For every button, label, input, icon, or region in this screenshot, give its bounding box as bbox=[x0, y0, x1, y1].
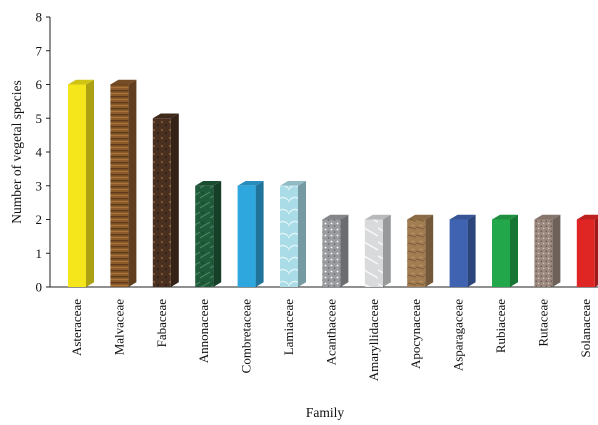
bar-top-face bbox=[449, 214, 476, 220]
bar-top-face bbox=[492, 214, 518, 220]
bar bbox=[407, 214, 434, 287]
y-tick-label: 1 bbox=[36, 246, 43, 261]
y-tick-label: 8 bbox=[36, 10, 43, 25]
category-label: Rubiaceae bbox=[493, 299, 508, 353]
bar-top-face bbox=[576, 214, 598, 220]
bar-side-face bbox=[255, 180, 264, 287]
category-label: Fabaceae bbox=[154, 299, 169, 348]
y-tick-label: 0 bbox=[36, 280, 43, 295]
bar-side-face bbox=[298, 180, 306, 287]
bar-front-face bbox=[364, 219, 383, 287]
bar-front-face bbox=[195, 185, 214, 287]
bar-top-face bbox=[407, 214, 434, 220]
y-tick-label: 4 bbox=[36, 145, 43, 160]
bar-side-face bbox=[170, 113, 179, 287]
bar bbox=[237, 180, 264, 287]
bar-front-face bbox=[152, 118, 171, 287]
x-axis-title: Family bbox=[306, 405, 345, 420]
bar-side-face bbox=[86, 79, 94, 287]
category-label: Asteraceae bbox=[69, 299, 84, 356]
bar-top-face bbox=[110, 79, 137, 85]
bar bbox=[280, 180, 306, 287]
bar-top-face bbox=[364, 214, 391, 220]
y-tick-label: 2 bbox=[36, 212, 43, 227]
bar bbox=[364, 214, 391, 287]
bar-side-face bbox=[467, 214, 476, 287]
y-tick-label: 6 bbox=[36, 77, 43, 92]
bar-front-face bbox=[576, 219, 595, 287]
category-label: Annonaceae bbox=[196, 299, 211, 363]
y-tick-label: 5 bbox=[36, 111, 43, 126]
bar bbox=[152, 113, 179, 287]
category-label: Solanaceae bbox=[578, 299, 593, 358]
bar-top-face bbox=[322, 214, 349, 220]
category-label: Acanthaceae bbox=[323, 299, 338, 366]
y-tick-label: 7 bbox=[36, 43, 43, 58]
bar bbox=[68, 79, 94, 287]
category-label: Amaryllidaceae bbox=[366, 299, 381, 382]
bar-front-face bbox=[237, 185, 256, 287]
bar-side-face bbox=[128, 79, 137, 287]
bar-top-face bbox=[534, 214, 561, 220]
bar-front-face bbox=[492, 219, 510, 287]
bar bbox=[322, 214, 349, 287]
bar-side-face bbox=[213, 180, 222, 287]
bar bbox=[110, 79, 137, 287]
category-label: Combretaceae bbox=[239, 299, 254, 374]
bar-top-face bbox=[195, 180, 222, 186]
bar-side-face bbox=[340, 214, 349, 287]
bar-side-face bbox=[425, 214, 434, 287]
category-label: Rutaceae bbox=[535, 299, 550, 347]
bar-front-face bbox=[110, 84, 129, 287]
bar-side-face bbox=[510, 214, 518, 287]
bar-front-face bbox=[322, 219, 341, 287]
category-label: Apocynaceae bbox=[408, 299, 423, 369]
category-label: Lamiaceae bbox=[281, 299, 296, 356]
bar-front-face bbox=[280, 185, 298, 287]
y-axis-title: Number of vegetal species bbox=[9, 80, 24, 224]
bar-front-face bbox=[449, 219, 468, 287]
bar-top-face bbox=[152, 113, 179, 119]
bar-side-face bbox=[594, 217, 598, 287]
bar-front-face bbox=[534, 219, 553, 287]
bar bbox=[449, 214, 476, 287]
bar-side-face bbox=[382, 214, 391, 287]
bar bbox=[576, 214, 598, 287]
y-tick-label: 3 bbox=[36, 178, 43, 193]
bar-side-face bbox=[552, 214, 561, 287]
bar-top-face bbox=[68, 79, 94, 85]
bar-front-face bbox=[68, 84, 86, 287]
bar bbox=[195, 180, 222, 287]
bar bbox=[534, 214, 561, 287]
bar-top-face bbox=[280, 180, 306, 186]
category-label: Asparagaceae bbox=[451, 299, 466, 371]
bar bbox=[492, 214, 518, 287]
bar-front-face bbox=[407, 219, 426, 287]
bar-top-face bbox=[237, 180, 264, 186]
category-label: Malvaceae bbox=[111, 299, 126, 356]
